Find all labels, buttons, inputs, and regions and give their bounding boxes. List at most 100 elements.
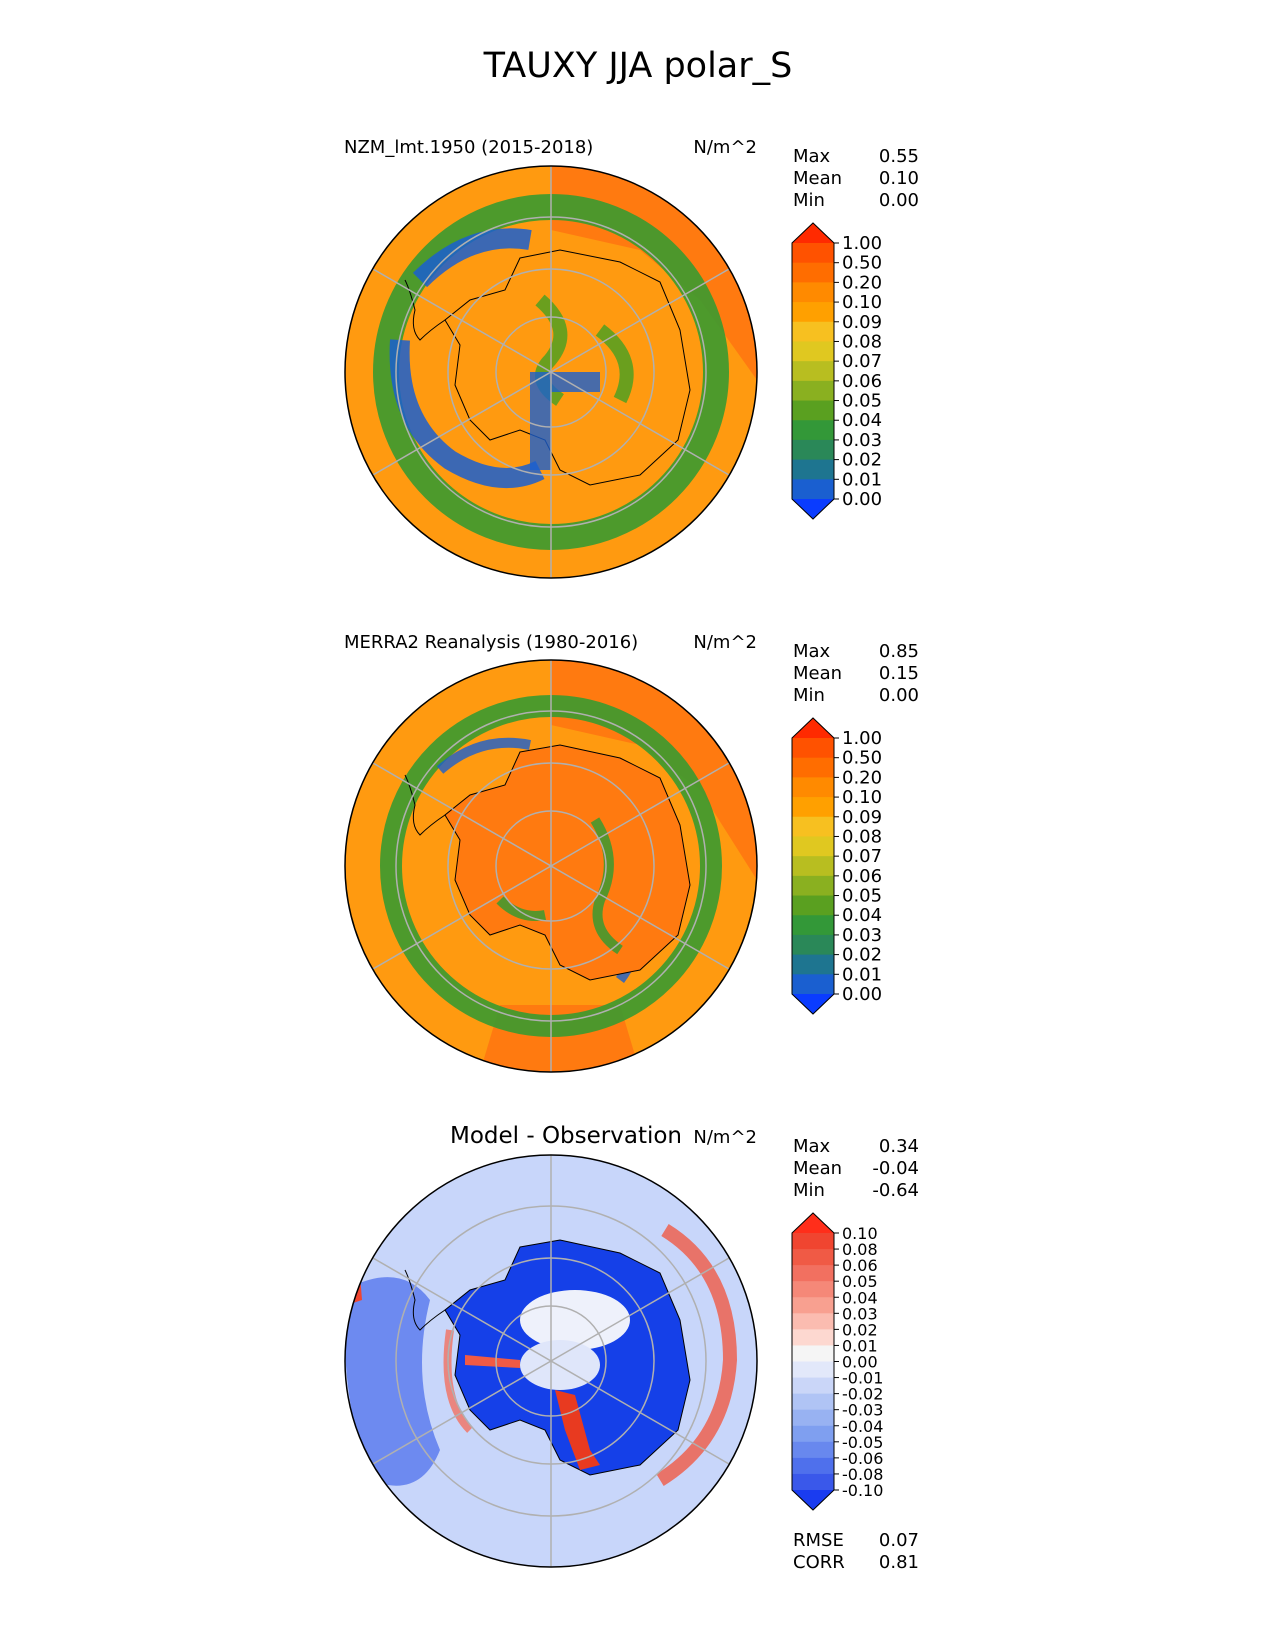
colorbar-swatch: [792, 1441, 834, 1459]
colorbar-tick-label: 0.01: [842, 469, 882, 490]
colorbar-swatch: [792, 400, 834, 421]
colorbar-tick-label: 0.50: [842, 253, 882, 274]
colorbar-tick-label: 0.10: [842, 787, 882, 808]
stat-value: 0.34: [879, 1136, 919, 1157]
colorbar-swatch: [792, 302, 834, 323]
colorbar-tick-label: 0.04: [842, 410, 882, 431]
colorbar-tick-label: -0.05: [842, 1433, 883, 1452]
polar-gridlines: [372, 660, 730, 1072]
colorbar-extend-max: [792, 718, 834, 738]
blue-sector: [530, 372, 600, 470]
panel-title: MERRA2 Reanalysis (1980-2016): [344, 632, 638, 653]
colorbar-tick-label: 0.03: [842, 925, 882, 946]
colorbar-swatch: [792, 777, 834, 798]
colorbar-extend-max: [792, 1213, 834, 1233]
colorbar-swatch: [792, 1297, 834, 1314]
colorbar-swatch: [792, 262, 834, 283]
figure-title: TAUXY JJA polar_S: [483, 46, 793, 86]
stat-value: 0.10: [879, 168, 919, 189]
colorbar-swatch: [792, 243, 834, 264]
colorbar-swatch: [792, 856, 834, 877]
stat-label: Max: [793, 146, 831, 167]
colorbar-swatch: [792, 321, 834, 343]
metric-value: 0.81: [879, 1552, 919, 1573]
colorbar-tick-label: 0.20: [842, 272, 882, 293]
diff-red-patch: [465, 1355, 520, 1368]
antarctic-peninsula: [404, 279, 446, 341]
colorbar-swatch: [792, 361, 834, 382]
colorbar-tick-label: 1.00: [842, 233, 882, 254]
colorbar-swatch: [792, 1393, 834, 1411]
colorbar-swatch: [792, 1233, 834, 1250]
colorbar-tick-label: -0.10: [842, 1481, 883, 1500]
panel-units: N/m^2: [693, 1127, 757, 1148]
colorbar-swatch: [792, 1329, 834, 1347]
stat-value: 0.00: [879, 190, 919, 211]
stat-label: Mean: [793, 168, 842, 189]
colorbar-tick-label: 0.50: [842, 748, 882, 769]
colorbar-swatch: [792, 816, 834, 838]
colorbar-tick-label: 0.08: [842, 826, 882, 847]
colorbar-tick-label: 0.01: [842, 964, 882, 985]
colorbar-tick-label: 0.05: [842, 886, 882, 907]
colorbar-swatch: [792, 836, 834, 857]
colorbar-swatch: [792, 934, 834, 956]
metric-label: RMSE: [793, 1530, 844, 1551]
metric-label: CORR: [793, 1552, 845, 1573]
colorbar-swatch: [792, 420, 834, 441]
colorbar-swatch: [792, 1377, 834, 1395]
diff-blue-west: [345, 1277, 440, 1486]
stat-value: 0.85: [879, 641, 919, 662]
colorbar: 1.000.500.200.100.090.080.070.060.050.04…: [791, 222, 882, 520]
polar-gridlines: [372, 1155, 730, 1567]
colorbar-tick-label: -0.02: [842, 1385, 883, 1404]
colorbar-tick-label: 0.10: [842, 292, 882, 313]
colorbar-extend-max: [792, 223, 834, 243]
colorbar-tick-label: 0.08: [842, 331, 882, 352]
stat-value: 0.55: [879, 146, 919, 167]
colorbar: 1.000.500.200.100.090.080.070.060.050.04…: [791, 717, 882, 1015]
polar-gridlines: [372, 166, 730, 578]
colorbar-tick-label: 0.05: [842, 1272, 878, 1291]
colorbar-swatch: [792, 1361, 834, 1379]
stat-label: Min: [793, 190, 825, 211]
colorbar-swatch: [792, 738, 834, 759]
panel-title: NZM_lmt.1950 (2015-2018): [344, 137, 593, 158]
colorbar-tick-label: 0.04: [842, 905, 882, 926]
stat-label: Max: [793, 641, 831, 662]
colorbar-tick-label: -0.08: [842, 1465, 883, 1484]
colorbar-swatch: [792, 797, 834, 818]
stat-label: Min: [793, 1180, 825, 1201]
colorbar-tick-label: 0.20: [842, 767, 882, 788]
colorbar-tick-label: -0.03: [842, 1401, 883, 1420]
colorbar-swatch: [792, 282, 834, 303]
stat-label: Mean: [793, 1158, 842, 1179]
diff-white-interior: [520, 1290, 630, 1350]
colorbar-tick-label: 0.02: [842, 1320, 878, 1339]
diff-red-ring-west: [443, 1329, 473, 1433]
colorbar-swatch: [792, 1345, 834, 1363]
colorbar-tick-label: 0.01: [842, 1336, 878, 1355]
stat-label: Mean: [793, 663, 842, 684]
colorbar-swatch: [792, 1473, 834, 1491]
colorbar-tick-label: 0.00: [842, 1353, 878, 1372]
colorbar-swatch: [792, 954, 834, 975]
panel-units: N/m^2: [693, 137, 757, 158]
colorbar-tick-label: 0.03: [842, 430, 882, 451]
colorbar-tick-label: 0.08: [842, 1240, 878, 1259]
colorbar-tick-label: 0.09: [842, 312, 882, 333]
blue-band: [389, 228, 545, 488]
diff-red-ring-east: [656, 1224, 738, 1486]
metric-value: 0.07: [879, 1530, 919, 1551]
colorbar-tick-label: -0.01: [842, 1369, 883, 1388]
colorbar-tick-label: 0.03: [842, 1304, 878, 1323]
colorbar-extend-min: [792, 1490, 834, 1510]
colorbar-extend-min: [792, 994, 834, 1014]
colorbar-swatch: [792, 479, 834, 500]
colorbar-swatch: [792, 974, 834, 995]
colorbar-tick-label: 0.06: [842, 371, 882, 392]
colorbar-tick-label: 0.02: [842, 945, 882, 966]
colorbar-tick-label: -0.06: [842, 1449, 883, 1468]
stat-label: Max: [793, 1136, 831, 1157]
colorbar-tick-label: 0.00: [842, 489, 882, 510]
